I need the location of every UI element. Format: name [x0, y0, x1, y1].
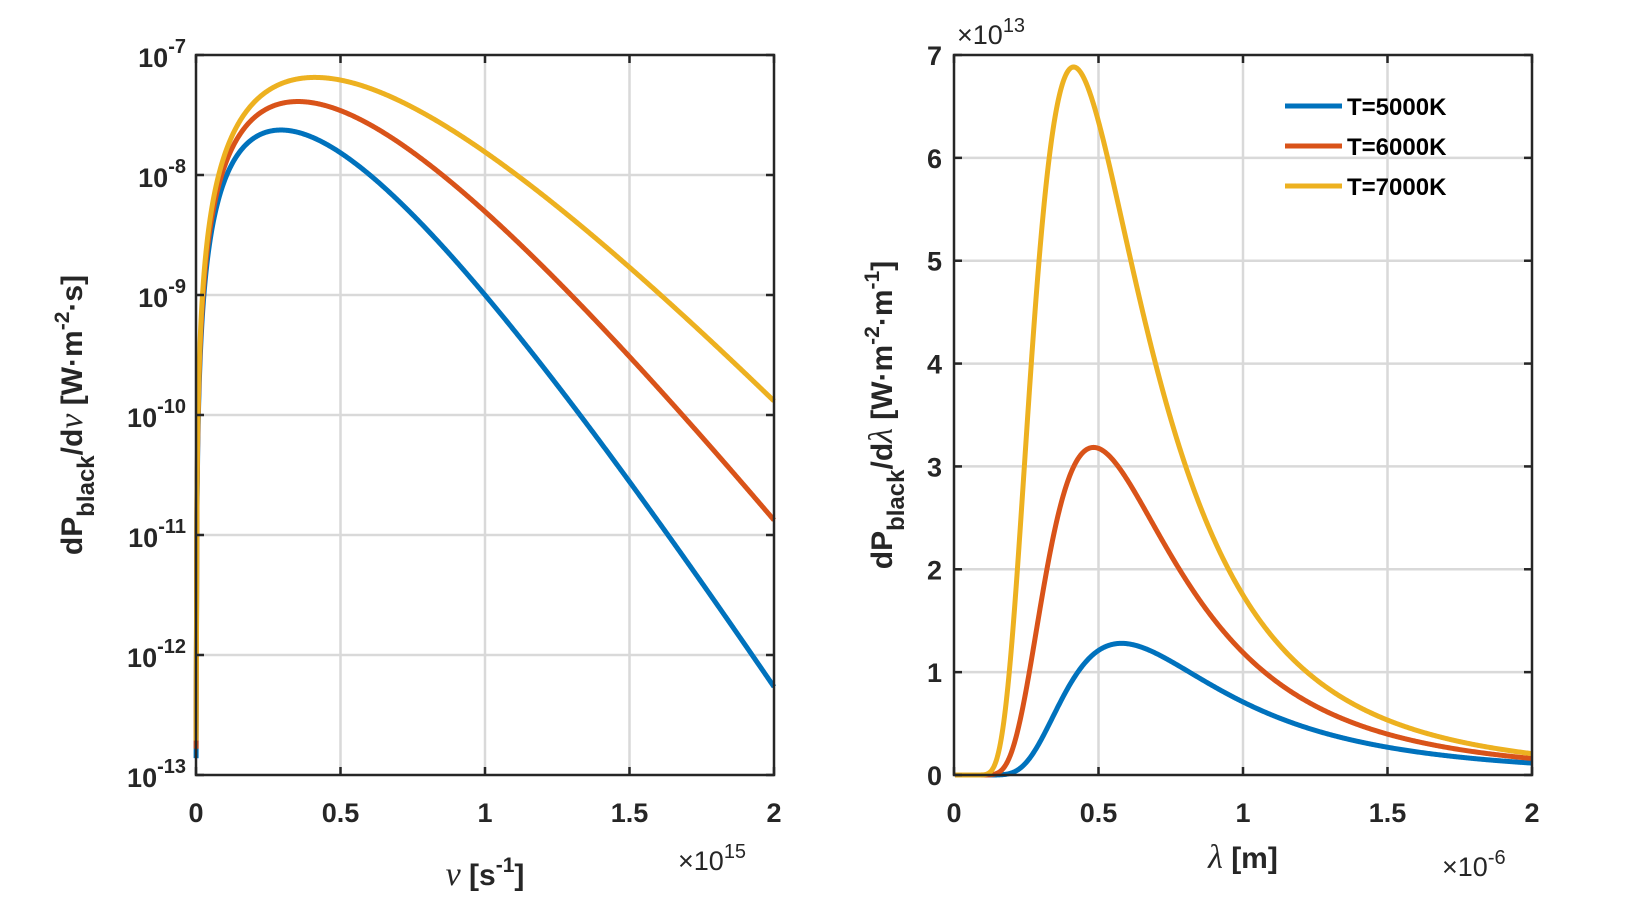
left-x-tick-label: 1 — [477, 798, 492, 828]
right-y-label: dPblack/dλ [W·m-2·m-1] — [861, 261, 910, 569]
right-y-tick-label: 6 — [927, 144, 942, 174]
left-grid — [196, 55, 774, 775]
right-series-5000k — [953, 640, 1534, 778]
right-series-6000k — [953, 444, 1534, 778]
left-x-tick-labels: 0 0.5 1 1.5 2 — [188, 798, 781, 828]
right-y-tick-label: 3 — [927, 452, 942, 482]
left-y-tick-label: 10-10 — [127, 396, 186, 433]
left-y-tick-label: 10-8 — [138, 156, 186, 193]
left-tick-marks — [194, 53, 776, 777]
left-x-label: ν [s-1] — [446, 854, 525, 893]
left-y-tick-label: 10-7 — [138, 36, 186, 73]
left-x-tick-label: 2 — [766, 798, 781, 828]
right-x-tick-labels: 0 0.5 1 1.5 2 — [946, 798, 1539, 828]
right-y-tick-label: 4 — [927, 350, 942, 380]
right-curves — [953, 64, 1534, 778]
right-x-multiplier: ×10-6 — [1442, 847, 1506, 882]
left-series-6000k — [193, 99, 776, 749]
right-x-tick-label: 0 — [946, 798, 961, 828]
left-x-tick-label: 1.5 — [611, 798, 649, 828]
left-chart: 0 0.5 1 1.5 2 10-710-810-910-1010-1110-1210-… — [51, 36, 782, 893]
right-y-multiplier: ×1013 — [957, 15, 1025, 50]
left-curves — [193, 74, 777, 759]
legend: T=5000K T=6000K T=7000K — [1285, 94, 1447, 201]
right-x-label: λ [m] — [1207, 839, 1278, 876]
left-y-tick-labels: 10-7 10-8 10-9 10-10 10-11 10-12 10-13 — [127, 36, 186, 793]
left-series-7000k — [193, 74, 776, 741]
right-y-tick-label: 0 — [927, 761, 942, 791]
left-y-tick-label: 10-9 — [138, 276, 186, 313]
right-y-tick-label: 2 — [927, 555, 942, 585]
right-tick-marks — [952, 53, 1534, 777]
right-x-tick-label: 1 — [1235, 798, 1250, 828]
left-series-5000k — [193, 127, 777, 759]
left-y-tick-label: 10-11 — [128, 516, 186, 553]
right-x-tick-label: 2 — [1524, 798, 1539, 828]
left-y-tick-label: 10-13 — [127, 756, 186, 793]
right-y-tick-label: 7 — [927, 41, 942, 71]
right-y-tick-labels: 0 1 2 3 4 5 6 7 — [927, 41, 942, 791]
legend-label-7000k: T=7000K — [1347, 174, 1447, 201]
right-y-tick-label: 5 — [927, 247, 942, 277]
right-x-tick-label: 1.5 — [1369, 798, 1407, 828]
left-y-tick-label: 10-12 — [127, 636, 186, 673]
right-series-7000k — [953, 64, 1534, 778]
left-x-tick-label: 0.5 — [322, 798, 360, 828]
right-y-tick-label: 1 — [927, 658, 942, 688]
right-x-tick-label: 0.5 — [1080, 798, 1118, 828]
left-y-label: dPblack/dν [W·m-2·s] — [51, 275, 100, 555]
legend-label-5000k: T=5000K — [1347, 94, 1447, 121]
left-x-multiplier: ×1015 — [678, 841, 746, 876]
right-chart: 0 0.5 1 1.5 2 0 1 2 3 4 5 6 7 ×1013 ×10-6 λ [m] dPb… — [861, 15, 1540, 882]
left-x-tick-label: 0 — [188, 798, 203, 828]
legend-label-6000k: T=6000K — [1347, 134, 1447, 161]
